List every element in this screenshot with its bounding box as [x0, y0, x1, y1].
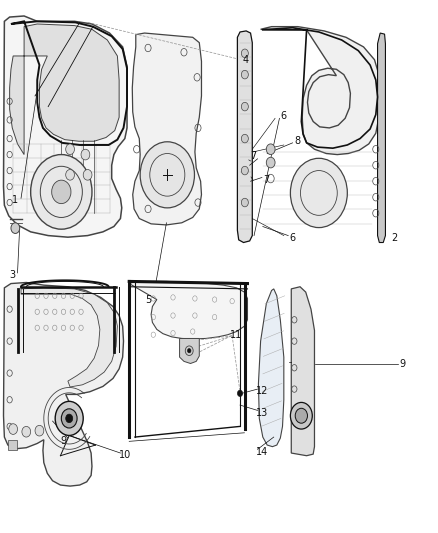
Text: 6: 6 [281, 111, 287, 121]
Circle shape [241, 134, 248, 143]
Circle shape [241, 70, 248, 79]
Circle shape [52, 180, 71, 204]
Circle shape [241, 166, 248, 175]
Polygon shape [4, 282, 124, 486]
Circle shape [66, 144, 74, 155]
Text: 12: 12 [256, 386, 268, 396]
Text: 1: 1 [12, 196, 18, 205]
Text: 2: 2 [391, 233, 397, 243]
Circle shape [22, 426, 31, 437]
Text: 13: 13 [256, 408, 268, 417]
Circle shape [290, 402, 312, 429]
Circle shape [266, 157, 275, 168]
Circle shape [185, 346, 193, 356]
Circle shape [55, 401, 83, 435]
Polygon shape [4, 16, 127, 237]
Polygon shape [378, 33, 385, 243]
Circle shape [241, 198, 248, 207]
Polygon shape [237, 31, 252, 243]
Circle shape [266, 144, 275, 155]
Polygon shape [132, 33, 201, 225]
Text: 14: 14 [256, 447, 268, 457]
Polygon shape [261, 27, 379, 155]
Polygon shape [21, 288, 117, 387]
Text: 11: 11 [230, 330, 242, 340]
Circle shape [9, 424, 18, 434]
Circle shape [187, 349, 191, 353]
Text: 9: 9 [60, 437, 66, 446]
Circle shape [11, 223, 20, 233]
Text: 4: 4 [242, 55, 248, 64]
Polygon shape [129, 281, 247, 339]
Text: 8: 8 [294, 136, 300, 146]
Circle shape [61, 409, 77, 428]
Circle shape [140, 142, 194, 208]
Circle shape [81, 149, 90, 160]
Text: 6: 6 [290, 233, 296, 243]
Text: 9: 9 [399, 359, 405, 368]
Text: 10: 10 [119, 450, 131, 460]
Polygon shape [8, 440, 17, 450]
Polygon shape [258, 289, 284, 447]
Circle shape [35, 425, 44, 436]
Circle shape [295, 408, 307, 423]
Circle shape [31, 155, 92, 229]
Polygon shape [10, 24, 119, 155]
Text: 3: 3 [9, 270, 15, 280]
Text: 7: 7 [250, 151, 256, 160]
Polygon shape [291, 287, 314, 456]
Text: 7: 7 [263, 175, 269, 185]
Circle shape [66, 169, 74, 180]
Circle shape [241, 49, 248, 58]
Circle shape [237, 390, 243, 397]
Circle shape [66, 414, 73, 423]
Circle shape [241, 102, 248, 111]
Polygon shape [180, 338, 199, 364]
Circle shape [290, 158, 347, 228]
Circle shape [83, 169, 92, 180]
Text: 5: 5 [145, 295, 151, 304]
